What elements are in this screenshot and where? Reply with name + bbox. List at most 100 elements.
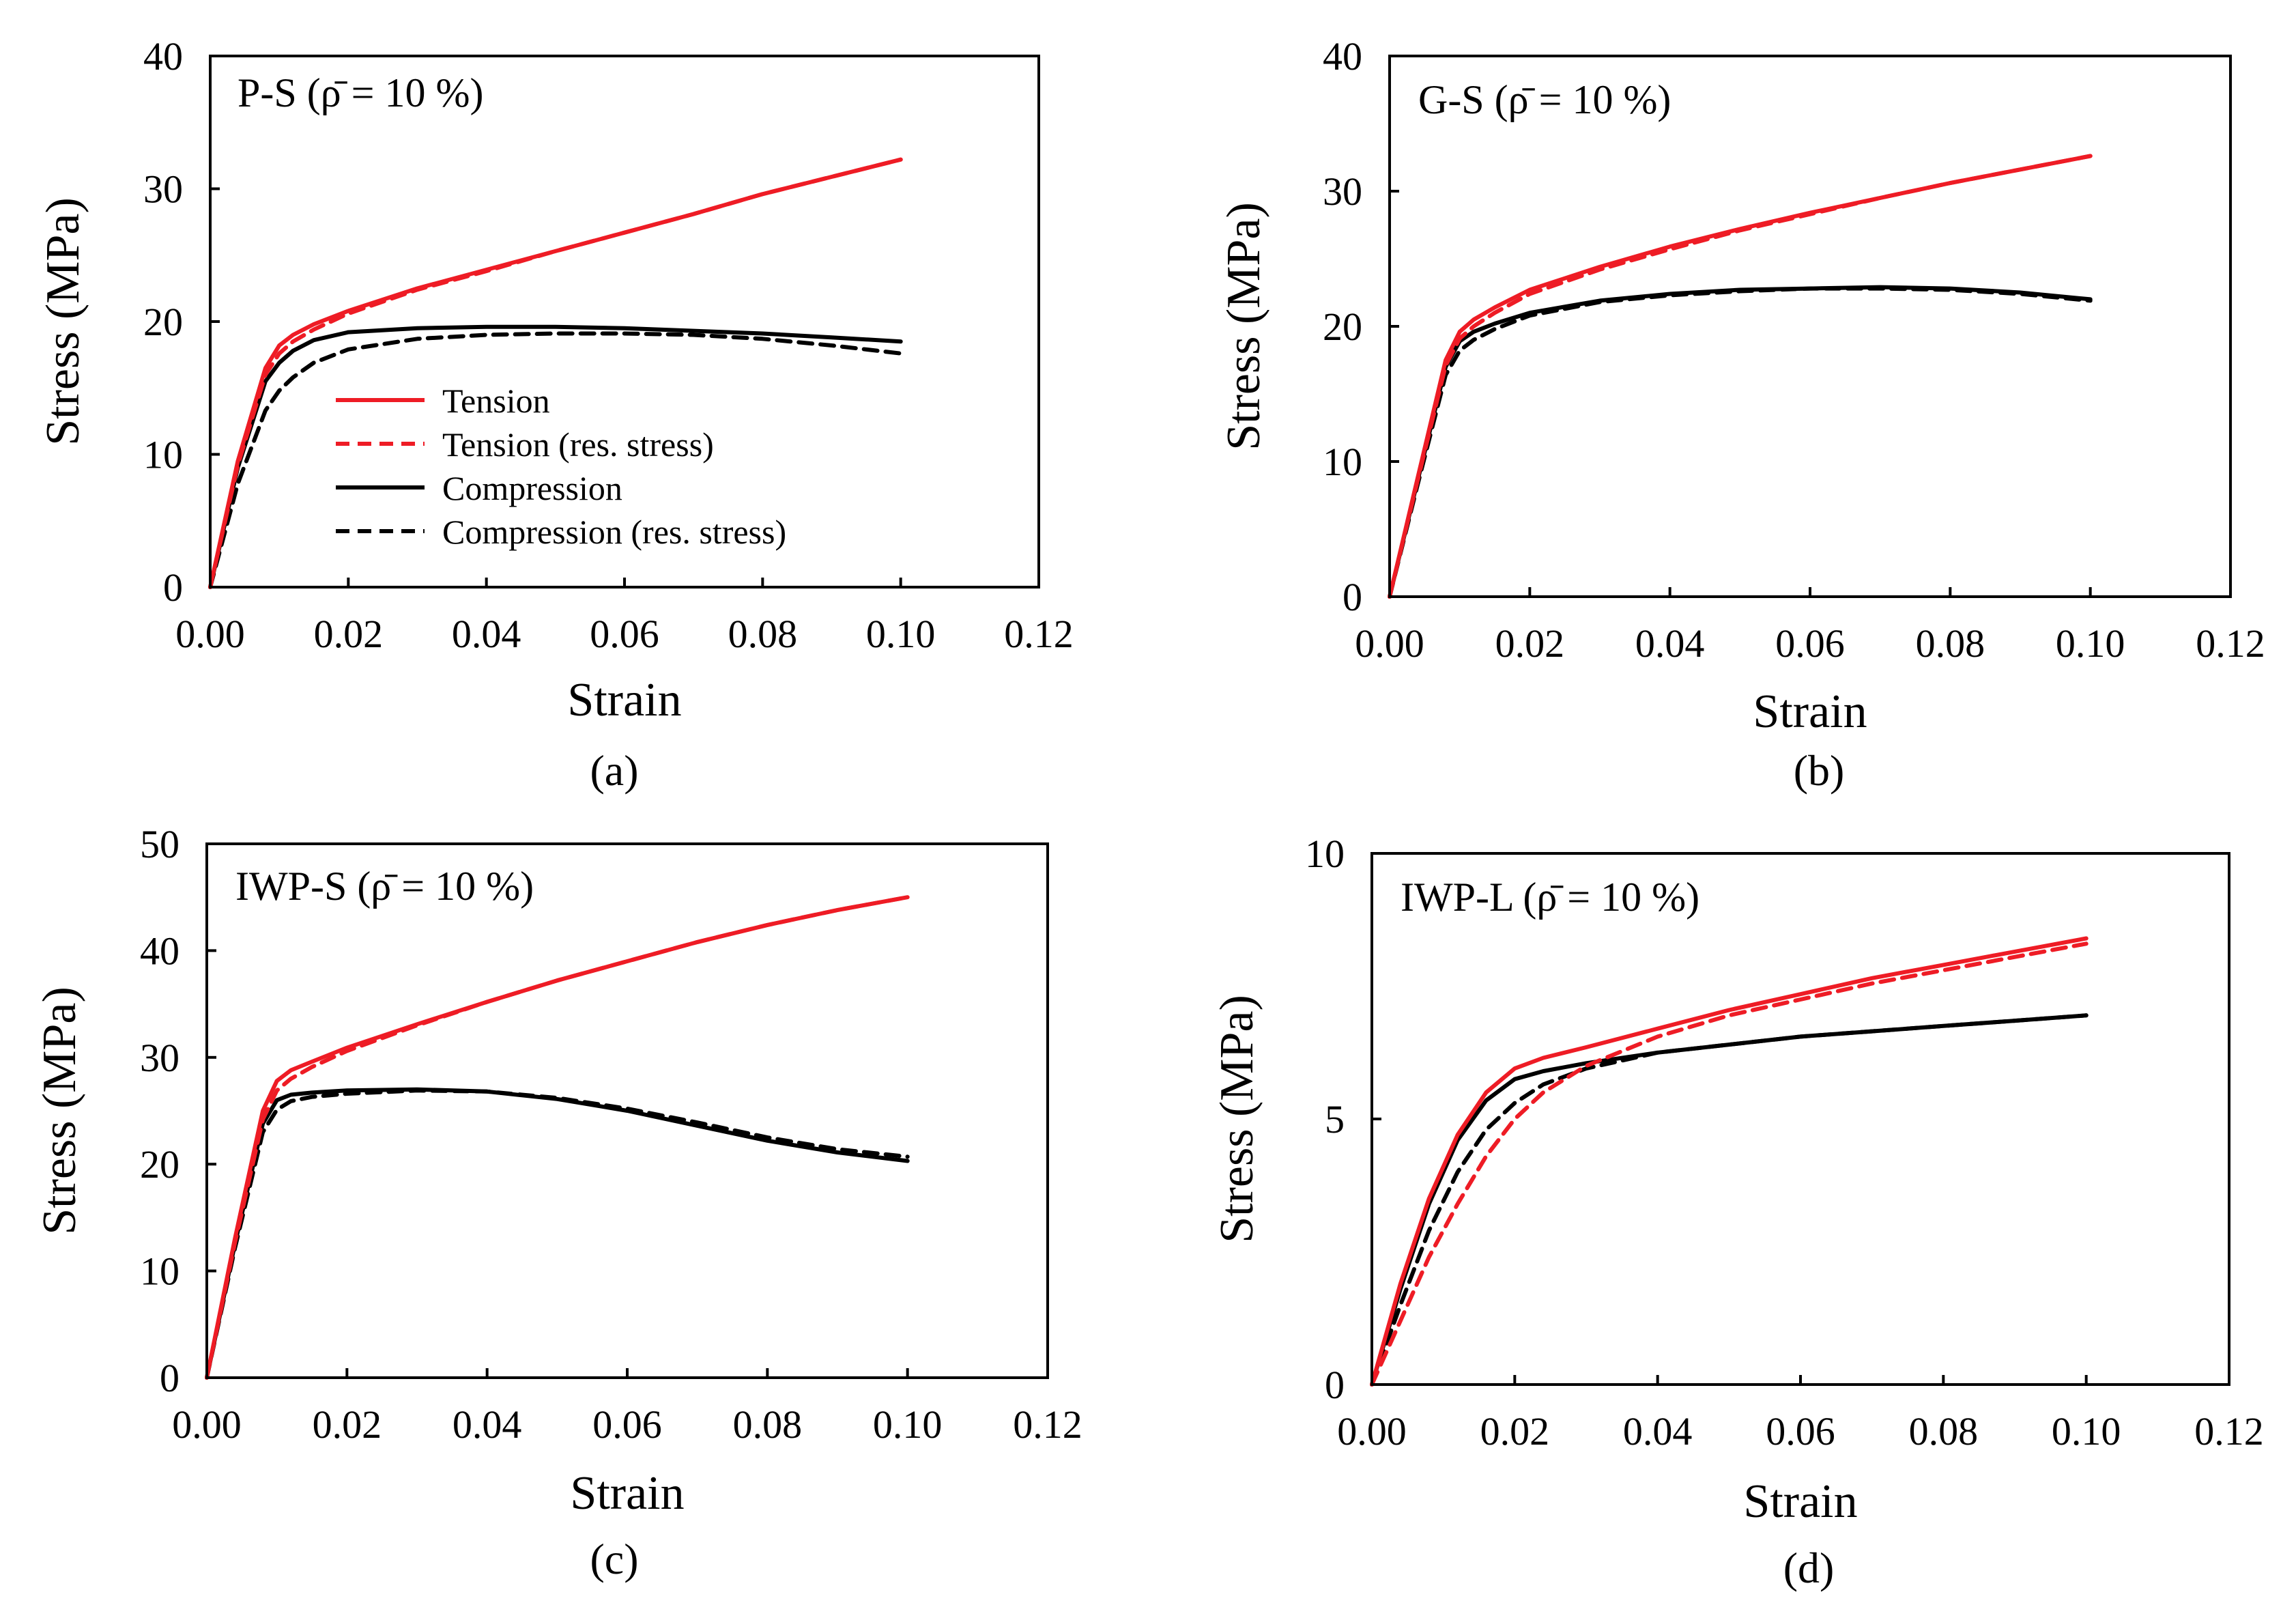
panel-b-y-tick-label: 40 — [1323, 34, 1362, 79]
panel-d-series-tension-res-stress — [1370, 941, 2089, 1387]
panel-c-y-tick-label: 20 — [140, 1142, 180, 1187]
legend: Tension Tension (res. stress) Compressio… — [336, 382, 786, 551]
panel-b-series-compression-res-stress — [1388, 286, 2093, 599]
panel-c-x-tick-label: 0.12 — [1013, 1402, 1082, 1447]
panel-d-x-tick-label: 0.00 — [1337, 1409, 1407, 1453]
panel-b: G-S (ρ̄ = 10 %) Stress (MPa) Strain (b) … — [1218, 34, 2265, 795]
panel-c-title: IWP-S (ρ̄ = 10 %) — [235, 864, 534, 909]
panel-b-x-tick-label: 0.12 — [2196, 621, 2265, 666]
legend-label-tension-res-stress: Tension (res. stress) — [442, 425, 714, 464]
panel-b-caption: (b) — [1794, 746, 1845, 795]
panel-d-series-compression-res-stress — [1370, 1013, 2089, 1387]
panel-c-y-tick-label: 10 — [140, 1249, 180, 1294]
panel-b-plot-frame — [1388, 55, 2232, 598]
panel-b-y-tick-label: 30 — [1323, 169, 1362, 214]
panel-a-x-tick-label: 0.10 — [866, 612, 936, 656]
panel-b-series-tension-res-stress — [1388, 154, 2093, 599]
panel-c-y-tick-label: 0 — [160, 1356, 180, 1400]
panel-a-y-tick-label: 0 — [163, 565, 183, 610]
panel-a-x-tick-label: 0.00 — [175, 612, 245, 656]
panel-c-x-tick-label: 0.08 — [733, 1402, 803, 1447]
panel-b-plot-area — [1388, 154, 2093, 599]
legend-label-compression: Compression — [442, 469, 622, 507]
panel-a-x-tick-label: 0.08 — [728, 612, 798, 656]
panel-a: P-S (ρ̄ = 10 %) Stress (MPa) Strain (a) … — [37, 34, 1074, 795]
panel-c-plot-area — [205, 895, 910, 1380]
panel-a-series-tension — [208, 157, 903, 589]
panel-c-y-ticks: 0 10 20 30 40 50 — [140, 822, 216, 1400]
panel-c-series-tension — [205, 895, 910, 1380]
panel-a-x-tick-label: 0.12 — [1004, 612, 1074, 656]
panel-a-ylabel: Stress (MPa) — [37, 197, 89, 446]
panel-b-x-tick-label: 0.08 — [1916, 621, 1985, 666]
panel-a-y-ticks: 0 10 20 30 40 — [143, 34, 220, 610]
panel-b-ylabel: Stress (MPa) — [1218, 202, 1270, 451]
panel-c-series-compression — [205, 1087, 910, 1380]
panel-b-x-ticks: 0.00 0.02 0.04 0.06 0.08 0.10 0.12 — [1355, 587, 2265, 666]
panel-c-y-tick-label: 50 — [140, 822, 180, 866]
panel-d-series-compression — [1370, 1013, 2089, 1387]
panel-d-x-tick-label: 0.04 — [1623, 1409, 1693, 1453]
panel-d-y-tick-label: 0 — [1325, 1363, 1345, 1407]
panel-a-caption: (a) — [590, 746, 638, 795]
panel-a-series-compression-res-stress — [208, 331, 903, 589]
panel-c-y-tick-label: 30 — [140, 1036, 180, 1080]
panel-d-x-ticks: 0.00 0.02 0.04 0.06 0.08 0.10 0.12 — [1337, 1375, 2264, 1453]
panel-b-y-tick-label: 20 — [1323, 304, 1362, 349]
panel-a-y-tick-label: 20 — [143, 300, 183, 344]
panel-c-x-tick-label: 0.02 — [313, 1402, 382, 1447]
panel-d-x-tick-label: 0.08 — [1909, 1409, 1979, 1453]
panel-a-x-tick-label: 0.04 — [452, 612, 521, 656]
panel-d-x-tick-label: 0.12 — [2194, 1409, 2264, 1453]
panel-c-caption: (c) — [590, 1535, 638, 1583]
panel-d-title: IWP-L (ρ̄ = 10 %) — [1401, 875, 1699, 920]
panel-b-y-tick-label: 10 — [1323, 440, 1362, 484]
panel-b-series-tension — [1388, 154, 2093, 599]
panel-c: IWP-S (ρ̄ = 10 %) Stress (MPa) Strain (c… — [33, 822, 1082, 1583]
panel-b-x-tick-label: 0.04 — [1635, 621, 1705, 666]
panel-d-caption: (d) — [1783, 1544, 1835, 1592]
panel-b-series-compression — [1388, 285, 2093, 599]
panel-a-x-ticks: 0.00 0.02 0.04 0.06 0.08 0.10 0.12 — [175, 578, 1074, 656]
panel-d-x-tick-label: 0.10 — [2052, 1409, 2121, 1453]
panel-a-series-compression — [208, 324, 903, 589]
panel-c-series-compression-res-stress — [205, 1088, 910, 1380]
panel-c-x-tick-label: 0.06 — [592, 1402, 662, 1447]
panel-c-xlabel: Strain — [570, 1467, 684, 1520]
panel-d-x-tick-label: 0.02 — [1480, 1409, 1550, 1453]
panel-b-x-tick-label: 0.00 — [1355, 621, 1424, 666]
panel-a-y-tick-label: 10 — [143, 433, 183, 477]
panel-c-x-tick-label: 0.00 — [172, 1402, 242, 1447]
panel-a-y-tick-label: 30 — [143, 167, 183, 212]
panel-b-xlabel: Strain — [1753, 685, 1867, 738]
panel-d-y-tick-label: 10 — [1305, 832, 1345, 876]
panel-d-ylabel: Stress (MPa) — [1211, 995, 1263, 1243]
panel-d-plot-area — [1370, 936, 2089, 1387]
panel-a-y-tick-label: 40 — [143, 34, 183, 79]
panel-c-y-tick-label: 40 — [140, 928, 180, 973]
panel-a-title: P-S (ρ̄ = 10 %) — [238, 70, 483, 115]
panel-b-x-tick-label: 0.10 — [2056, 621, 2125, 666]
panel-a-x-tick-label: 0.02 — [314, 612, 384, 656]
panel-c-x-tick-label: 0.04 — [453, 1402, 522, 1447]
panel-d-series-tension — [1370, 936, 2089, 1387]
panel-d-y-tick-label: 5 — [1325, 1097, 1345, 1141]
panel-c-x-ticks: 0.00 0.02 0.04 0.06 0.08 0.10 0.12 — [172, 1368, 1082, 1447]
panel-b-y-ticks: 0 10 20 30 40 — [1323, 34, 1399, 619]
panel-a-xlabel: Strain — [567, 674, 681, 726]
panel-c-x-tick-label: 0.10 — [873, 1402, 943, 1447]
legend-label-tension: Tension — [442, 382, 550, 420]
panel-a-plot-area — [208, 157, 903, 589]
panel-d-x-tick-label: 0.06 — [1766, 1409, 1835, 1453]
panel-d-xlabel: Strain — [1743, 1475, 1857, 1528]
panel-d-y-ticks: 0 5 10 — [1305, 832, 1381, 1407]
panel-a-x-tick-label: 0.06 — [590, 612, 659, 656]
panel-b-x-tick-label: 0.02 — [1495, 621, 1565, 666]
legend-label-compression-res-stress: Compression (res. stress) — [442, 513, 786, 551]
panel-c-series-tension-res-stress — [205, 895, 910, 1380]
panel-b-y-tick-label: 0 — [1343, 575, 1362, 619]
panel-d: IWP-L (ρ̄ = 10 %) Stress (MPa) Strain (d… — [1211, 832, 2264, 1592]
panel-b-title: G-S (ρ̄ = 10 %) — [1418, 77, 1671, 122]
panel-c-ylabel: Stress (MPa) — [33, 987, 86, 1235]
